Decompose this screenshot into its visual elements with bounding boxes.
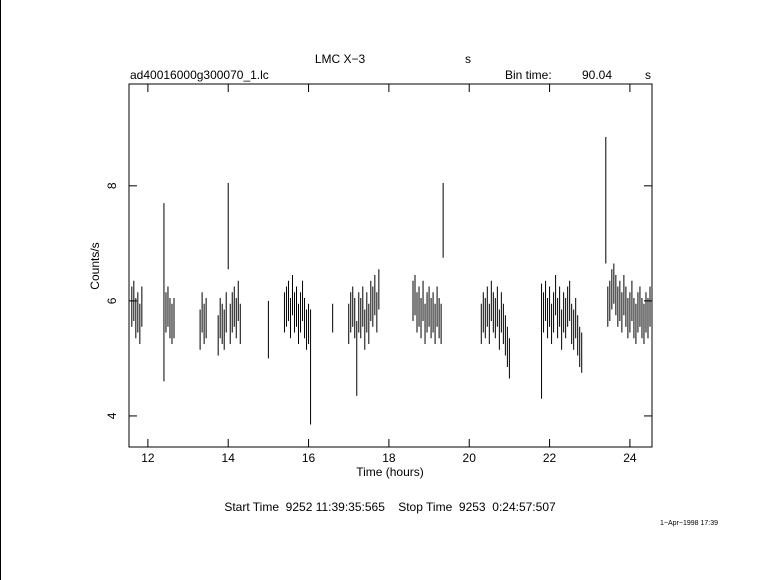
y-tick-label: 6 [105, 297, 119, 304]
file-name: ad40016000g300070_1.lc [130, 68, 269, 82]
x-tick-label: 22 [543, 451, 557, 465]
chart-title: LMC X−3 [315, 52, 366, 66]
bin-time-unit: s [645, 68, 651, 82]
bin-time-label: Bin time: [505, 68, 552, 82]
x-tick-label: 16 [302, 451, 316, 465]
title-note: s [465, 52, 471, 66]
y-axis-label: Counts/s [88, 242, 102, 289]
x-axis-label: Time (hours) [356, 465, 424, 479]
x-tick-label: 18 [382, 451, 396, 465]
date-stamp: 1−Apr−1998 17:39 [660, 520, 718, 527]
y-tick-label: 8 [105, 182, 119, 189]
plot-frame [128, 83, 653, 448]
x-tick-label: 20 [463, 451, 477, 465]
x-tick-label: 24 [623, 451, 637, 465]
y-tick-label: 4 [105, 412, 119, 419]
footer: Start Time 9252 11:39:35:565 Stop Time 9… [224, 500, 556, 514]
x-tick-label: 12 [141, 451, 155, 465]
bin-time: 90.04 [582, 68, 612, 82]
x-tick-label: 14 [222, 451, 236, 465]
